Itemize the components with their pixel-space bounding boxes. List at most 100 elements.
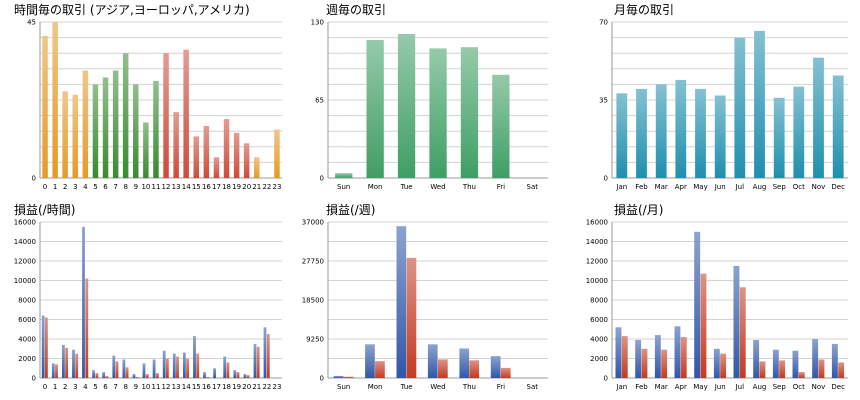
bar-red-thu	[469, 360, 480, 378]
x-tick-label: 4	[83, 183, 88, 191]
bar-red-6	[105, 376, 109, 378]
x-tick-label: Mar	[655, 383, 668, 391]
bar-blue-2	[62, 344, 65, 378]
x-tick-label: Sep	[773, 383, 787, 391]
x-tick-label: Jan	[615, 183, 627, 191]
y-tick-label: 0	[32, 175, 36, 183]
x-tick-label: Mon	[368, 383, 383, 391]
bar-blue-sep	[772, 349, 779, 378]
x-tick-label: Apr	[675, 383, 687, 391]
x-tick-label: 7	[113, 183, 117, 191]
bar-blue-7	[112, 355, 116, 378]
bar-sep	[773, 97, 785, 178]
x-tick-label: 21	[252, 183, 261, 191]
bar-red-19	[236, 372, 240, 378]
bar-16	[203, 126, 210, 178]
bar-red-5	[95, 373, 99, 378]
x-tick-label: 0	[43, 383, 47, 391]
x-tick-label: 15	[192, 383, 201, 391]
x-tick-label: Thu	[462, 383, 476, 391]
x-tick-label: Tue	[400, 383, 413, 391]
bar-blue-13	[172, 353, 176, 378]
bar-0	[42, 35, 48, 179]
bar-red-oct	[798, 372, 805, 378]
bar-blue-12	[162, 350, 166, 378]
y-tick-label: 0	[320, 375, 324, 383]
y-tick-label: 70	[599, 19, 608, 27]
x-tick-label: 20	[242, 183, 251, 191]
bar-blue-mon	[365, 344, 375, 378]
chart-title: 月毎の取引	[614, 2, 674, 17]
bar-blue-4	[82, 226, 85, 378]
x-tick-label: Feb	[635, 383, 648, 391]
y-tick-label: 8000	[18, 297, 36, 305]
x-tick-label: 21	[252, 383, 261, 391]
y-tick-label: 130	[311, 19, 324, 27]
x-tick-label: 0	[43, 183, 47, 191]
bar-blue-9	[132, 374, 136, 378]
x-tick-label: 6	[103, 183, 108, 191]
bar-may	[695, 88, 706, 178]
bar-blue-6	[102, 372, 106, 378]
y-tick-label: 2000	[18, 355, 36, 363]
bar-12	[163, 53, 169, 179]
x-tick-label: 9	[134, 383, 138, 391]
bar-feb	[636, 88, 647, 178]
x-tick-label: Oct	[793, 383, 805, 391]
bar-blue-16	[203, 372, 206, 378]
x-tick-label: 23	[273, 383, 282, 391]
x-tick-label: 16	[202, 183, 211, 191]
bar-jan	[616, 93, 628, 178]
bar-red-15	[196, 353, 200, 378]
bar-red-10	[145, 374, 149, 378]
bar-blue-mar	[654, 335, 661, 378]
x-tick-label: 20	[242, 383, 251, 391]
bar-oct	[793, 86, 805, 178]
y-tick-label: 16000	[14, 219, 36, 227]
x-tick-label: 13	[172, 383, 181, 391]
bar-blue-3	[72, 349, 75, 378]
bar-red-22	[266, 334, 270, 378]
x-tick-label: 16	[202, 383, 211, 391]
bar-dec	[832, 75, 844, 178]
bar-blue-aug	[753, 340, 760, 378]
x-tick-label: 15	[192, 183, 201, 191]
bar-fri	[492, 74, 510, 178]
bar-thu	[460, 47, 479, 179]
y-tick-label: 16000	[586, 219, 608, 227]
bar-blue-tue	[396, 226, 407, 378]
x-tick-label: Apr	[675, 183, 687, 191]
x-tick-label: Wed	[430, 183, 445, 191]
x-tick-label: Sun	[337, 383, 350, 391]
bar-20	[243, 143, 250, 178]
bar-red-2	[65, 347, 68, 378]
bar-blue-nov	[812, 339, 819, 378]
x-tick-label: Sep	[773, 183, 787, 191]
x-tick-label: 7	[113, 383, 117, 391]
bar-blue-19	[233, 370, 237, 378]
bar-red-wed	[438, 359, 448, 378]
bar-blue-18	[223, 356, 227, 378]
x-tick-label: Dec	[831, 183, 845, 191]
x-tick-label: 6	[103, 383, 108, 391]
y-tick-label: 6000	[590, 316, 608, 324]
chart-title: 週毎の取引	[326, 2, 386, 17]
chart-title: 損益(/週)	[326, 202, 375, 217]
bar-blue-jul	[733, 265, 740, 378]
x-tick-label: 1	[53, 183, 57, 191]
bar-red-20	[246, 375, 250, 378]
x-tick-label: Aug	[753, 183, 767, 191]
x-tick-label: Sun	[337, 183, 350, 191]
bar-19	[233, 132, 240, 178]
x-tick-label: 14	[182, 383, 191, 391]
bar-1	[52, 22, 58, 178]
y-tick-label: 18500	[302, 297, 324, 305]
bar-mon	[366, 40, 384, 178]
bar-blue-sun	[333, 375, 344, 378]
bar-red-fri	[500, 367, 511, 378]
bar-2	[62, 91, 68, 178]
bar-red-9	[135, 377, 139, 378]
y-tick-label: 14000	[586, 238, 608, 246]
bar-jun	[714, 95, 726, 178]
bar-blue-14	[183, 352, 186, 378]
